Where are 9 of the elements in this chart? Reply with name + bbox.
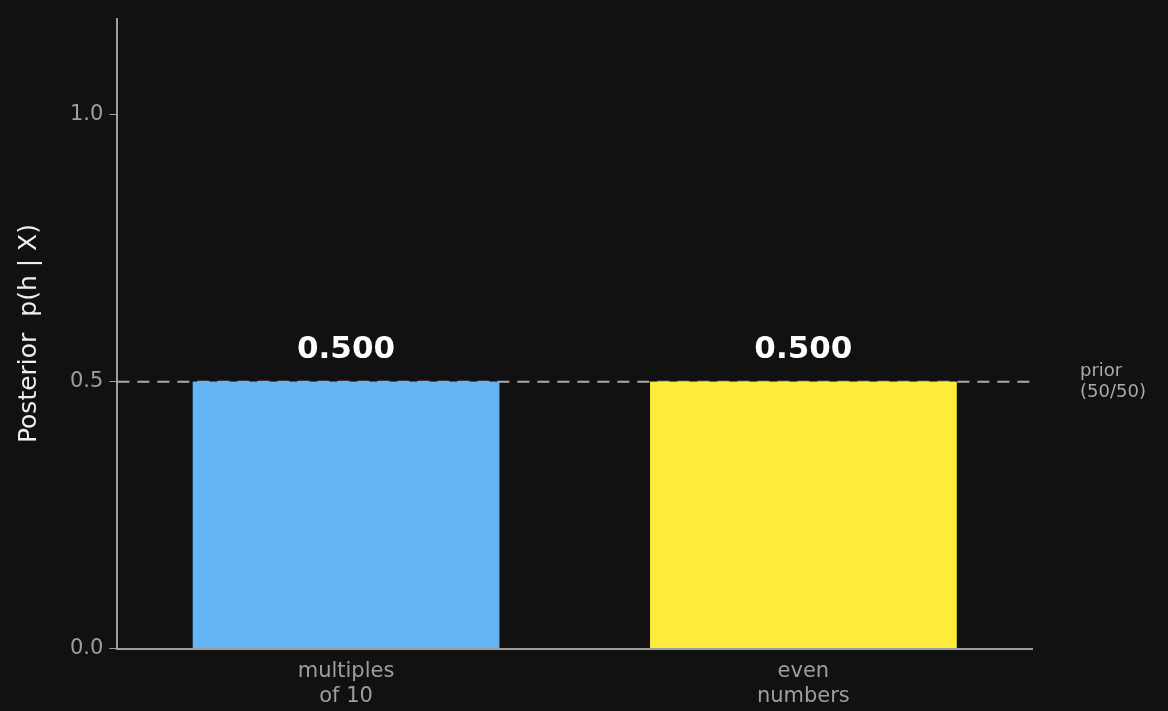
x-tick-label: multiples of 10 bbox=[297, 657, 395, 707]
y-tick-label: 1.0 bbox=[69, 101, 104, 126]
y-axis-title: Posterior p(h | X) bbox=[12, 224, 42, 444]
x-tick-label: even numbers bbox=[756, 657, 850, 707]
data-label: 0.500 bbox=[754, 329, 853, 366]
data-label: 0.500 bbox=[297, 329, 396, 366]
y-tick-label: 0.5 bbox=[69, 368, 104, 393]
y-tick-label: 0.0 bbox=[69, 635, 104, 660]
ref-line-label: prior (50/50) bbox=[1080, 358, 1146, 401]
